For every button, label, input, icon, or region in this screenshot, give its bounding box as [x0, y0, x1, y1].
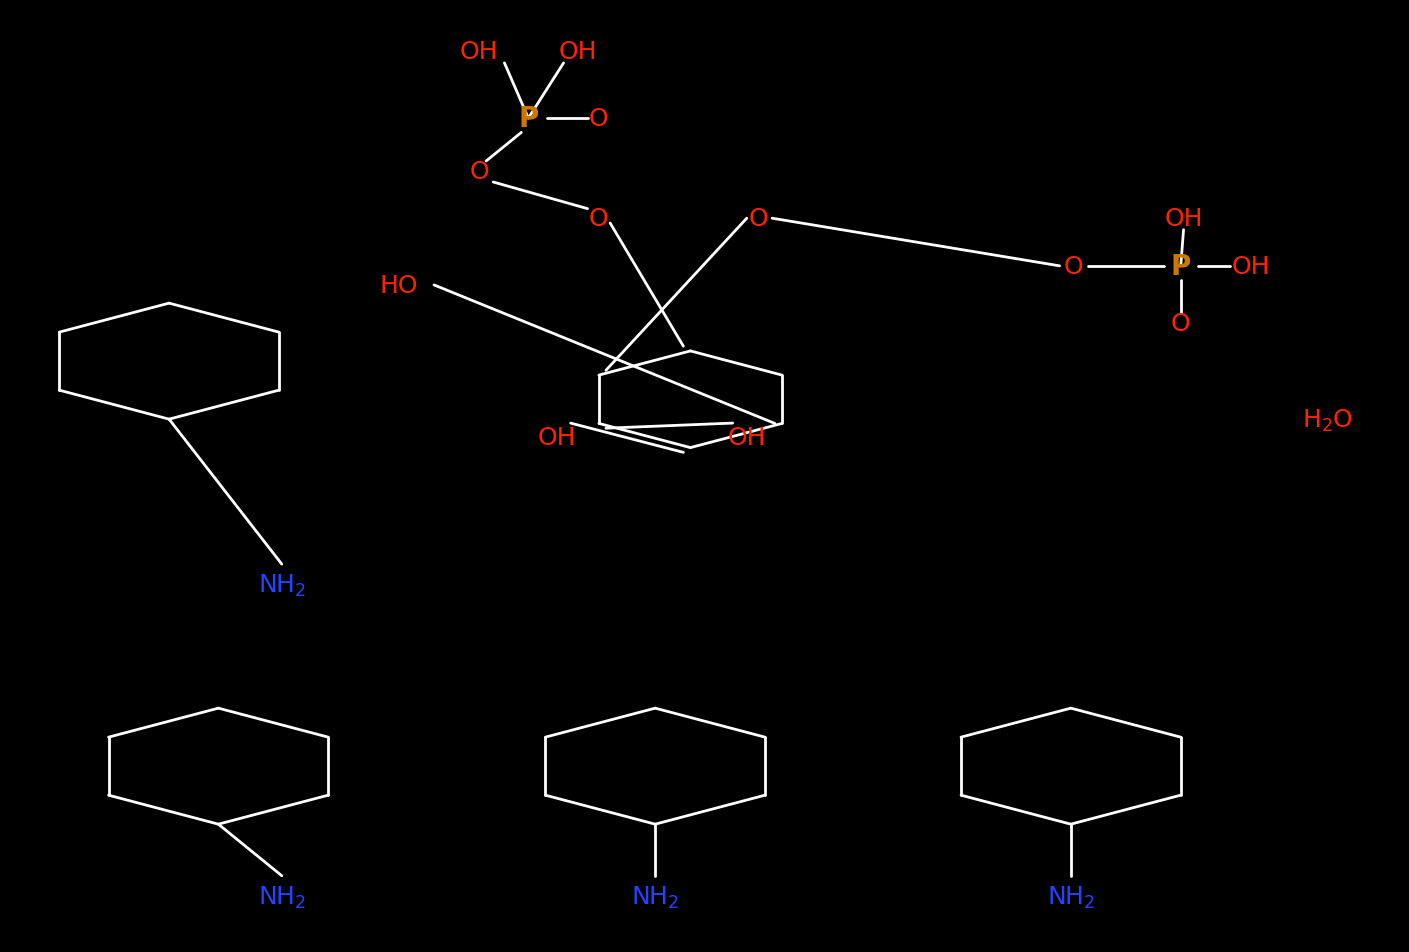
Text: O: O [1171, 311, 1191, 336]
Text: OH: OH [1231, 254, 1271, 279]
Text: NH$_2$: NH$_2$ [258, 883, 306, 910]
Text: NH$_2$: NH$_2$ [1047, 883, 1095, 910]
Text: OH: OH [1164, 207, 1203, 231]
Text: O: O [589, 107, 609, 131]
Text: O: O [469, 159, 489, 184]
Text: O: O [748, 207, 768, 231]
Text: OH: OH [558, 40, 597, 65]
Text: NH$_2$: NH$_2$ [631, 883, 679, 910]
Text: OH: OH [727, 426, 766, 450]
Text: OH: OH [537, 426, 576, 450]
Text: P: P [519, 105, 538, 133]
Text: P: P [1171, 252, 1191, 281]
Text: H$_2$O: H$_2$O [1302, 407, 1353, 434]
Text: OH: OH [459, 40, 499, 65]
Text: NH$_2$: NH$_2$ [258, 572, 306, 599]
Text: O: O [1064, 254, 1084, 279]
Text: HO: HO [379, 273, 418, 298]
Text: O: O [589, 207, 609, 231]
